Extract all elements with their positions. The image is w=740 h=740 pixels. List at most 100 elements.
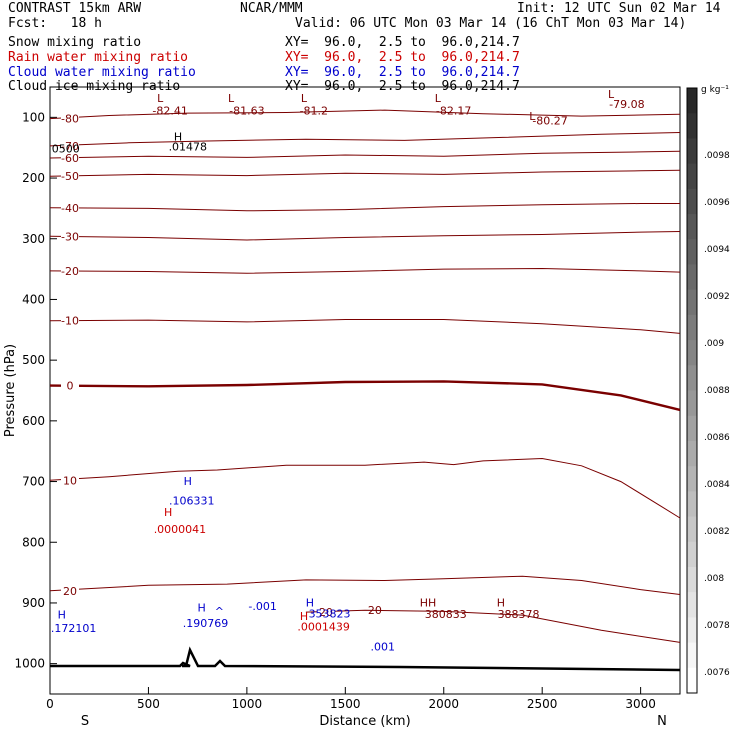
field-rain-label: Rain water mixing ratio — [8, 50, 189, 65]
forecast-hour: Fcst: 18 h — [8, 16, 102, 31]
field-snow-label: Snow mixing ratio — [8, 35, 142, 50]
x-tick-label: 0 — [46, 697, 54, 711]
field-rain-xy: XY= 96.0, 2.5 to 96.0,214.7 — [285, 50, 520, 65]
colorbar-segment — [687, 667, 697, 694]
extreme-value-label: H — [174, 130, 182, 143]
x-tick-label: 3000 — [625, 697, 656, 711]
extreme-value-label: .190769 — [183, 617, 229, 630]
colorbar-frame — [686, 87, 698, 694]
colorbar-segment — [687, 138, 697, 165]
x-tick-label: 2500 — [527, 697, 558, 711]
contour-label: -50 — [61, 170, 79, 183]
extreme-value-label: .0000041 — [154, 523, 207, 536]
contour-label-bg — [61, 112, 79, 125]
extreme-value-label: .106331 — [169, 495, 215, 508]
colorbar-label: .0098 — [704, 151, 730, 161]
extreme-value-label: H — [497, 597, 505, 610]
extreme-value-label: -82.41 — [152, 104, 187, 117]
colorbar-label: .0076 — [704, 668, 730, 678]
extreme-value-label: -81.2 — [300, 104, 328, 117]
colorbar-segment — [687, 239, 697, 265]
contour-label-bg — [61, 314, 79, 327]
extreme-value-label: -79.08 — [609, 98, 644, 111]
y-tick-label: 1000 — [14, 657, 45, 671]
x-axis-title: Distance (km) — [319, 714, 410, 729]
terrain-line — [50, 646, 681, 672]
y-tick-label: 300 — [22, 232, 45, 246]
colorbar-label: .0078 — [704, 621, 730, 631]
extreme-value-label: ^ — [215, 605, 224, 618]
extreme-value-label: H — [184, 475, 192, 488]
extreme-value-label: .0001439 — [297, 620, 350, 633]
extreme-value-label: -80.27 — [532, 115, 567, 128]
colorbar-segment — [687, 516, 697, 543]
endpoint-left-label: S — [81, 714, 89, 729]
contour-label: -70 — [61, 140, 79, 153]
extreme-value-label: -82.17 — [436, 104, 471, 117]
contour-label-bg — [316, 606, 335, 619]
extreme-value-label: .001 — [370, 640, 395, 653]
extreme-value-label: H — [164, 506, 172, 519]
y-tick-label: 500 — [22, 353, 45, 367]
colorbar-segment — [687, 188, 697, 215]
extreme-value-label: L — [301, 92, 308, 105]
contour-label: 20 — [63, 585, 77, 598]
contour-label-bg — [61, 152, 79, 165]
valid-time: Valid: 06 UTC Mon 03 Mar 14 (16 ChT Mon … — [295, 16, 687, 31]
colorbar-label: .0092 — [704, 292, 730, 302]
extreme-value-label: L — [435, 92, 442, 105]
temperature-contour — [49, 575, 681, 595]
contour-label-bg — [61, 584, 79, 597]
extreme-value-label: L — [608, 88, 615, 101]
y-tick-label: 400 — [22, 292, 45, 306]
colorbar-segment — [687, 642, 697, 669]
temperature-contour — [49, 150, 681, 159]
contour-label: -60 — [61, 152, 79, 165]
y-tick-label: 600 — [22, 414, 45, 428]
colorbar-segment — [687, 566, 697, 593]
colorbar-segment — [687, 390, 697, 417]
temperature-contour — [49, 203, 680, 212]
colorbar-segment — [687, 440, 697, 467]
endpoint-right-label: N — [657, 714, 667, 729]
colorbar-segment — [687, 415, 697, 442]
extreme-value-label: -81.63 — [229, 104, 264, 117]
temperature-contour — [49, 267, 681, 274]
y-tick-label: 100 — [22, 110, 45, 124]
colorbar-label: .008 — [704, 574, 724, 584]
colorbar-segment — [687, 340, 697, 366]
y-tick-label: 900 — [22, 596, 45, 610]
extreme-value-label: .01478 — [169, 141, 208, 154]
contour-label: 10 — [63, 474, 77, 487]
colorbar-unit: g kg⁻¹ — [701, 85, 729, 95]
x-tick-label: 500 — [137, 697, 160, 711]
extreme-value-label: 0500 — [52, 143, 80, 156]
colorbar-segment — [687, 264, 697, 291]
colorbar-segment — [687, 289, 697, 316]
extreme-value-label: L — [529, 110, 536, 123]
extreme-value-label: H — [197, 601, 205, 614]
x-tick-label: 2000 — [428, 697, 459, 711]
contour-label-bg — [61, 264, 79, 277]
colorbar-segment — [687, 214, 697, 240]
colorbar-label: .0084 — [704, 480, 730, 490]
colorbar-label: .0088 — [704, 386, 730, 396]
contour-label-bg — [61, 170, 79, 183]
colorbar-label: .009 — [704, 339, 724, 349]
colorbar-label: .0082 — [704, 527, 730, 537]
contour-label: 20 — [319, 606, 333, 619]
contour-label-bg — [61, 230, 79, 243]
extreme-value-label: L — [228, 92, 235, 105]
colorbar-segment — [687, 466, 697, 492]
colorbar-segment — [687, 88, 697, 114]
y-tick-label: 800 — [22, 535, 45, 549]
contour-label-bg — [61, 201, 79, 214]
colorbar-segment — [687, 113, 697, 139]
temperature-contour — [49, 169, 681, 177]
extreme-value-label: H — [300, 610, 308, 623]
contour-label: -80 — [61, 113, 79, 126]
field-cloudwater-label: Cloud water mixing ratio — [8, 65, 196, 80]
contour-label-bg — [61, 474, 79, 487]
title-left: CONTRAST 15km ARW — [8, 1, 142, 16]
